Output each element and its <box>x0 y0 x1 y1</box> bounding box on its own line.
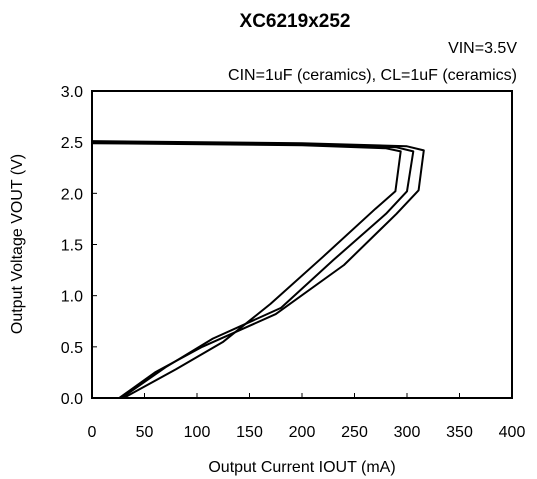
y-axis-label: Output Voltage VOUT (V) <box>9 154 26 334</box>
y-tick-label: 1.0 <box>61 289 83 306</box>
x-tick-label: 50 <box>136 424 154 441</box>
y-tick-label: 0.5 <box>61 340 83 357</box>
x-tick-label: 0 <box>88 424 97 441</box>
y-tick-label: 2.5 <box>61 135 83 152</box>
x-tick-label: 350 <box>446 424 473 441</box>
plot-area <box>91 90 513 399</box>
condition-capacitors: CIN=1uF (ceramics), CL=1uF (ceramics) <box>228 67 517 84</box>
y-tick-label: 2.0 <box>61 186 83 203</box>
x-tick-label: 200 <box>289 424 316 441</box>
x-tick-label: 250 <box>341 424 368 441</box>
series-line-2 <box>91 141 415 399</box>
x-tick-label: 150 <box>236 424 263 441</box>
x-axis-label: Output Current IOUT (mA) <box>208 459 395 476</box>
x-tick-label: 100 <box>184 424 211 441</box>
series-line-3 <box>91 140 425 399</box>
y-tick-label: 1.5 <box>61 238 83 255</box>
chart-title: XC6219x252 <box>240 11 351 32</box>
series-line-1 <box>91 142 402 399</box>
x-tick-label: 300 <box>394 424 421 441</box>
x-tick-label: 400 <box>499 424 526 441</box>
y-tick-label: 3.0 <box>61 84 83 101</box>
y-tick-label: 0.0 <box>61 391 83 408</box>
condition-vin: VIN=3.5V <box>448 40 517 57</box>
